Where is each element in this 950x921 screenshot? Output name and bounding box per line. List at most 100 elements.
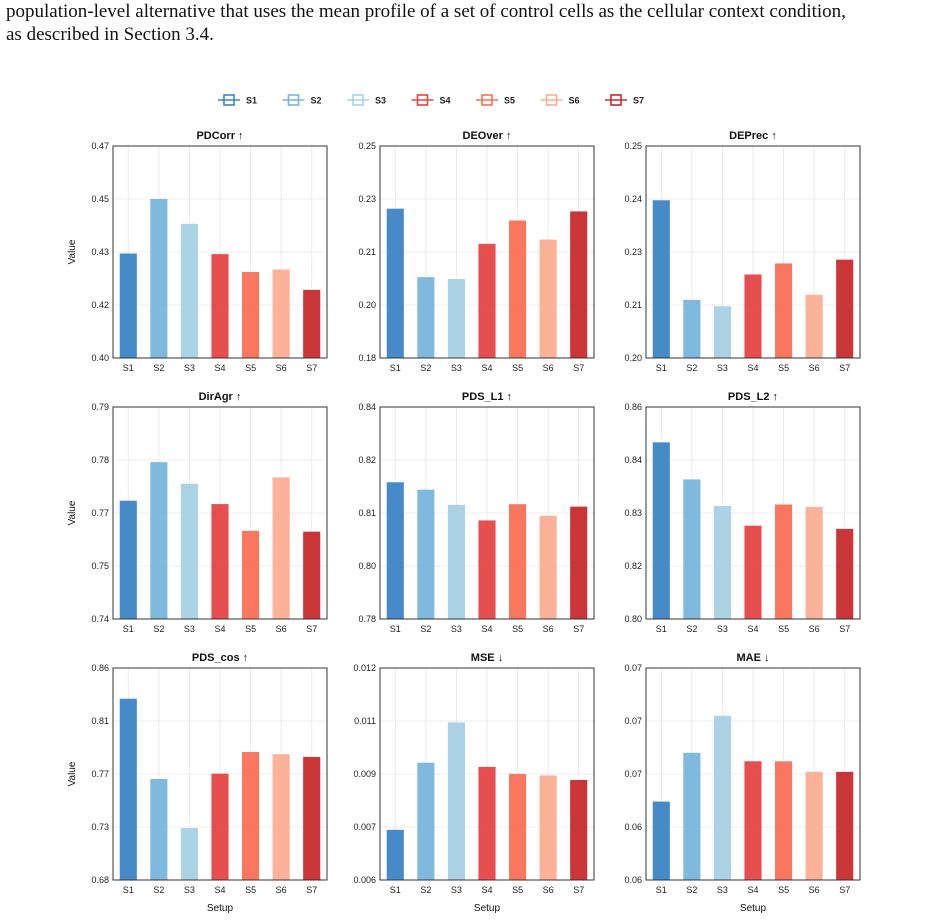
y-tick-label: 0.07: [624, 769, 642, 779]
panel-8: 0.006 0.007 0.009 0.011 0.012 S1 S2 S3 S4 S5 S6 S7 M…: [353, 652, 595, 914]
y-tick-label: 0.42: [91, 300, 109, 310]
y-tick-label: 0.82: [624, 561, 642, 571]
legend-marker: [545, 94, 558, 106]
x-tick-label: S1: [390, 363, 401, 373]
bar-s7: [570, 506, 588, 619]
y-tick-label: 0.73: [91, 822, 109, 832]
x-tick-label: S7: [839, 624, 850, 634]
plot-frame: [379, 406, 595, 620]
x-tick-label: S7: [573, 624, 584, 634]
y-axis-label: Value: [67, 761, 78, 786]
x-tick-label: S6: [276, 363, 287, 373]
y-tick-label: 0.21: [624, 300, 642, 310]
plot-frame: [112, 667, 328, 881]
legend-label: S4: [440, 96, 451, 106]
panel-1: 0.40 0.42 0.43 0.45 0.47 S1 S2 S3 S4 S5 S6 S7 PDCorr…: [67, 130, 328, 373]
x-tick-label: S4: [214, 363, 225, 373]
y-tick-label: 0.80: [624, 614, 642, 624]
y-tick-label: 0.21: [358, 247, 376, 257]
bar-s1: [119, 253, 137, 358]
y-tick-label: 0.47: [91, 141, 109, 151]
x-tick-label: S2: [420, 624, 431, 634]
chart-title: MAE ↓: [737, 652, 770, 664]
y-tick-label: 0.45: [91, 194, 109, 204]
bar-s6: [805, 294, 823, 358]
y-tick-label: 0.20: [358, 300, 376, 310]
bar-s5: [509, 220, 527, 358]
bar-s2: [417, 489, 435, 619]
x-tick-label: S2: [153, 363, 164, 373]
x-tick-label: S6: [809, 624, 820, 634]
bar-s2: [150, 778, 168, 880]
bar-s3: [447, 278, 465, 358]
y-tick-label: 0.40: [91, 353, 109, 363]
body-paragraph: population-level alternative that uses t…: [6, 0, 946, 46]
bar-s2: [417, 277, 435, 358]
bar-s6: [272, 477, 290, 619]
y-tick-label: 0.82: [358, 455, 376, 465]
y-tick-label: 0.07: [624, 716, 642, 726]
bar-s1: [652, 442, 670, 619]
x-tick-label: S7: [306, 885, 317, 895]
y-tick-label: 0.007: [353, 822, 376, 832]
bar-s1: [386, 829, 404, 880]
bar-s2: [683, 752, 701, 880]
bar-s4: [744, 525, 762, 619]
x-tick-label: S6: [809, 363, 820, 373]
bar-s7: [570, 780, 588, 880]
x-tick-label: S4: [481, 624, 492, 634]
paragraph-line-1: population-level alternative that uses t…: [6, 1, 846, 22]
legend-item-s6: S6: [540, 94, 580, 106]
legend-marker: [610, 94, 622, 106]
x-tick-label: S4: [481, 885, 492, 895]
y-tick-label: 0.006: [353, 875, 376, 885]
x-tick-label: S2: [686, 363, 697, 373]
y-tick-label: 0.83: [624, 508, 642, 518]
bar-s3: [713, 306, 731, 358]
legend-item-s2: S2: [282, 94, 322, 106]
bar-s1: [386, 208, 404, 358]
bar-s4: [744, 274, 762, 358]
legend-label: S7: [633, 96, 644, 106]
plot-frame: [112, 406, 328, 620]
chart-title: DEOver ↑: [463, 130, 512, 142]
x-tick-label: S4: [214, 885, 225, 895]
legend-marker: [287, 94, 300, 106]
x-tick-label: S7: [839, 363, 850, 373]
x-tick-label: S4: [481, 363, 492, 373]
legend-marker: [352, 94, 364, 106]
x-tick-label: S4: [747, 363, 758, 373]
panel-7: 0.68 0.73 0.77 0.81 0.86 S1 S2 S3 S4 S5 S6 S7 PDS_co…: [67, 652, 328, 914]
x-tick-label: S1: [390, 624, 401, 634]
bar-s4: [478, 243, 496, 358]
plot-frame: [645, 667, 861, 881]
x-tick-label: S6: [276, 885, 287, 895]
bar-s5: [775, 504, 793, 619]
legend-item-s3: S3: [347, 94, 386, 106]
bar-s5: [509, 504, 527, 619]
legend-marker: [223, 94, 235, 106]
bar-s6: [539, 775, 557, 880]
panel-3: 0.20 0.21 0.23 0.24 0.25 S1 S2 S3 S4 S5 S6 S7 DEPrec…: [624, 130, 861, 373]
bar-s7: [836, 528, 854, 619]
y-tick-label: 0.06: [624, 822, 642, 832]
bar-s7: [303, 531, 321, 619]
x-tick-label: S6: [276, 624, 287, 634]
x-tick-label: S4: [747, 885, 758, 895]
x-tick-label: S7: [573, 885, 584, 895]
chart-title: PDS_L1 ↑: [462, 391, 512, 403]
x-tick-label: S4: [747, 624, 758, 634]
bar-s7: [303, 289, 321, 358]
plot-frame: [379, 145, 595, 359]
x-axis-label: Setup: [474, 903, 501, 914]
y-tick-label: 0.81: [91, 716, 109, 726]
bar-s4: [211, 504, 229, 619]
x-tick-label: S3: [184, 624, 195, 634]
bar-s3: [180, 483, 198, 619]
legend: S1 S2 S3 S4 S5 S6 S7: [218, 94, 644, 106]
bar-s1: [652, 200, 670, 358]
y-tick-label: 0.43: [91, 247, 109, 257]
bar-s4: [211, 773, 229, 880]
x-tick-label: S1: [656, 885, 667, 895]
